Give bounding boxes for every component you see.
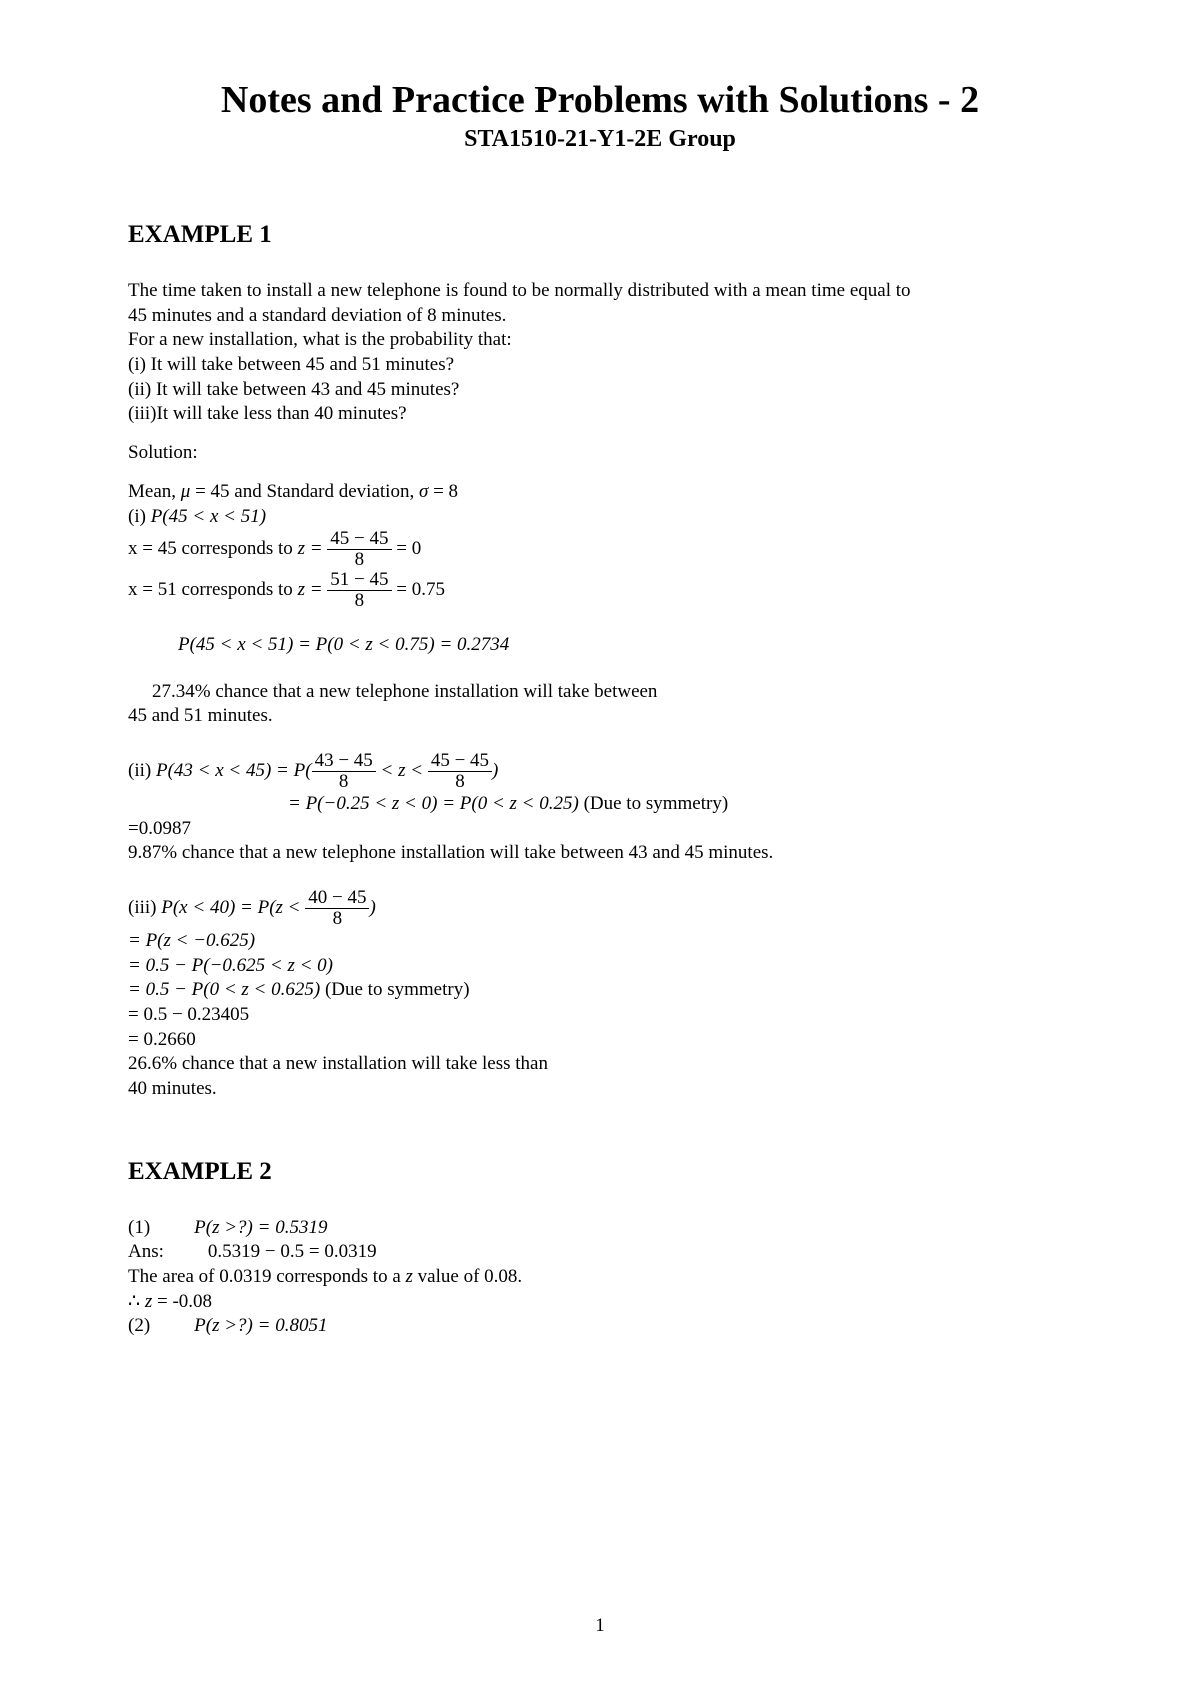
text: (ii) [128, 760, 156, 781]
text: ) [492, 760, 498, 781]
denominator: 8 [327, 549, 391, 570]
text: (iii) [128, 897, 161, 918]
math-expr: P(45 < x < 51) [151, 506, 266, 527]
therefore-symbol: ∴ [128, 1291, 145, 1312]
math-expr: P(z >?) = 0.8051 [194, 1315, 327, 1336]
text: (i) [128, 506, 151, 527]
item-number: (1) [128, 1217, 150, 1238]
denominator: 8 [305, 908, 369, 929]
text: Mean, [128, 481, 181, 502]
text: The area of 0.0319 corresponds to a [128, 1266, 406, 1287]
therefore-line: ∴ z = -0.08 [128, 1290, 1072, 1315]
calc-line: = 0.5 − P(−0.625 < z < 0) [128, 954, 1072, 979]
text: = 45 and Standard deviation, [190, 481, 419, 502]
question-line: (ii) It will take between 43 and 45 minu… [128, 378, 1072, 403]
math-expr: z = [298, 538, 328, 559]
numerator: 43 − 45 [312, 751, 376, 771]
answer-label: Ans: [128, 1241, 164, 1262]
page-number: 1 [0, 1615, 1200, 1637]
math-expr: = P(−0.25 < z < 0) = P(0 < z < 0.25) [288, 793, 584, 814]
denominator: 8 [327, 590, 391, 611]
solution-label: Solution: [128, 441, 1072, 466]
explanation-line: The area of 0.0319 corresponds to a z va… [128, 1265, 1072, 1290]
fraction: 43 − 458 [312, 751, 376, 792]
calc-line: = P(z < −0.625) [128, 929, 1072, 954]
text: x = 45 corresponds to [128, 538, 298, 559]
conclusion-line: 40 minutes. [128, 1077, 1072, 1102]
page-title: Notes and Practice Problems with Solutio… [128, 78, 1072, 122]
calc-line: = 0.5 − 0.23405 [128, 1003, 1072, 1028]
denominator: 8 [428, 771, 492, 792]
math-expr: P(x < 40) = P(z < [161, 897, 305, 918]
conclusion-line: 9.87% chance that a new telephone instal… [128, 841, 1072, 866]
fraction: 45 − 458 [428, 751, 492, 792]
fraction: 40 − 458 [305, 888, 369, 929]
text: = 0.75 [392, 579, 445, 600]
example-1-heading: EXAMPLE 1 [128, 221, 1072, 249]
numerator: 45 − 45 [428, 751, 492, 771]
math-expr: 0.5319 − 0.5 = 0.0319 [208, 1241, 377, 1262]
conclusion-line: 26.6% chance that a new installation wil… [128, 1052, 1072, 1077]
z-transform-line: x = 45 corresponds to z = 45 − 458 = 0 [128, 529, 1072, 570]
conclusion-line: 27.34% chance that a new telephone insta… [128, 680, 1072, 705]
value-line: =0.0987 [128, 817, 1072, 842]
mu-symbol: μ [181, 481, 191, 502]
math-expr: P(z >?) = 0.5319 [194, 1217, 327, 1238]
example-1-body: The time taken to install a new telephon… [128, 279, 1072, 1102]
fraction: 45 − 458 [327, 529, 391, 570]
text: ) [369, 897, 375, 918]
text: = 0 [392, 538, 422, 559]
fraction: 51 − 458 [327, 570, 391, 611]
document-page: Notes and Practice Problems with Solutio… [0, 0, 1200, 1697]
sigma-symbol: σ [419, 481, 428, 502]
intro-line: 45 minutes and a standard deviation of 8… [128, 304, 1072, 329]
math-expr: = 0.5 − P(0 < z < 0.625) [128, 979, 325, 1000]
numerator: 40 − 45 [305, 888, 369, 908]
math-expr: < z < [376, 760, 428, 781]
math-expr: P(43 < x < 45) = P( [156, 760, 312, 781]
result-line: P(45 < x < 51) = P(0 < z < 0.75) = 0.273… [128, 633, 1072, 658]
denominator: 8 [312, 771, 376, 792]
note: (Due to symmetry) [325, 979, 470, 1000]
text: value of 0.08. [413, 1266, 522, 1287]
item-number: (2) [128, 1315, 150, 1336]
part-ii-line: (ii) P(43 < x < 45) = P(43 − 458 < z < 4… [128, 751, 1072, 792]
calc-line: = 0.2660 [128, 1028, 1072, 1053]
math-expr: z = [298, 579, 328, 600]
text: = 8 [428, 481, 458, 502]
conclusion-line: 45 and 51 minutes. [128, 704, 1072, 729]
answer-line: Ans: 0.5319 − 0.5 = 0.0319 [128, 1240, 1072, 1265]
numerator: 45 − 45 [327, 529, 391, 549]
z-transform-line: x = 51 corresponds to z = 51 − 458 = 0.7… [128, 570, 1072, 611]
example-2-heading: EXAMPLE 2 [128, 1158, 1072, 1186]
part-iii-line: (iii) P(x < 40) = P(z < 40 − 458) [128, 888, 1072, 929]
var: z [406, 1266, 413, 1287]
page-subtitle: STA1510-21-Y1-2E Group [128, 126, 1072, 153]
intro-line: The time taken to install a new telephon… [128, 279, 1072, 304]
text: = -0.08 [152, 1291, 212, 1312]
parameters-line: Mean, μ = 45 and Standard deviation, σ =… [128, 480, 1072, 505]
question-line: (iii)It will take less than 40 minutes? [128, 402, 1072, 427]
text: x = 51 corresponds to [128, 579, 298, 600]
part-ii-line2: = P(−0.25 < z < 0) = P(0 < z < 0.25) (Du… [128, 792, 1072, 817]
example-2-body: (1) P(z >?) = 0.5319 Ans: 0.5319 − 0.5 = 0… [128, 1216, 1072, 1339]
problem-line: (1) P(z >?) = 0.5319 [128, 1216, 1072, 1241]
intro-line: For a new installation, what is the prob… [128, 328, 1072, 353]
calc-line: = 0.5 − P(0 < z < 0.625) (Due to symmetr… [128, 978, 1072, 1003]
note: (Due to symmetry) [584, 793, 729, 814]
part-i-label: (i) P(45 < x < 51) [128, 505, 1072, 530]
problem-line: (2) P(z >?) = 0.8051 [128, 1314, 1072, 1339]
question-line: (i) It will take between 45 and 51 minut… [128, 353, 1072, 378]
numerator: 51 − 45 [327, 570, 391, 590]
